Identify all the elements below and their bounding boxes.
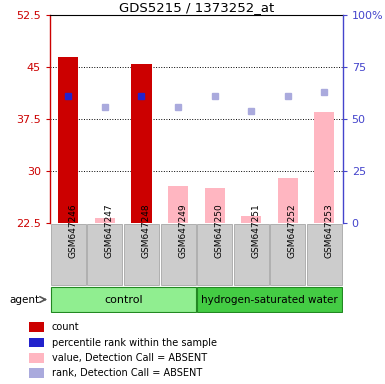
Bar xyxy=(314,112,335,223)
Bar xyxy=(241,216,261,223)
Text: GSM647248: GSM647248 xyxy=(142,203,151,258)
Text: value, Detection Call = ABSENT: value, Detection Call = ABSENT xyxy=(52,353,207,363)
Bar xyxy=(204,188,225,223)
FancyBboxPatch shape xyxy=(51,224,86,285)
Text: GSM647252: GSM647252 xyxy=(288,203,297,258)
Text: GSM647251: GSM647251 xyxy=(251,203,260,258)
Text: GSM647249: GSM647249 xyxy=(178,203,187,258)
Text: count: count xyxy=(52,322,80,332)
Bar xyxy=(29,353,44,362)
FancyBboxPatch shape xyxy=(307,224,342,285)
FancyBboxPatch shape xyxy=(197,224,232,285)
FancyBboxPatch shape xyxy=(270,224,305,285)
FancyBboxPatch shape xyxy=(197,287,342,312)
Text: control: control xyxy=(104,295,142,305)
Text: GSM647250: GSM647250 xyxy=(215,203,224,258)
Bar xyxy=(29,338,44,348)
Text: rank, Detection Call = ABSENT: rank, Detection Call = ABSENT xyxy=(52,368,202,378)
Text: hydrogen-saturated water: hydrogen-saturated water xyxy=(201,295,338,305)
Text: GSM647253: GSM647253 xyxy=(324,203,333,258)
Text: percentile rank within the sample: percentile rank within the sample xyxy=(52,338,217,348)
Text: GSM647247: GSM647247 xyxy=(105,203,114,258)
FancyBboxPatch shape xyxy=(234,224,269,285)
FancyBboxPatch shape xyxy=(87,224,122,285)
Bar xyxy=(58,57,79,223)
FancyBboxPatch shape xyxy=(51,287,196,312)
Bar xyxy=(131,64,152,223)
Title: GDS5215 / 1373252_at: GDS5215 / 1373252_at xyxy=(119,1,274,14)
Bar xyxy=(278,178,298,223)
FancyBboxPatch shape xyxy=(161,224,196,285)
Bar xyxy=(29,368,44,378)
Text: agent: agent xyxy=(10,295,40,305)
Text: GSM647246: GSM647246 xyxy=(69,203,77,258)
FancyBboxPatch shape xyxy=(124,224,159,285)
Bar xyxy=(29,323,44,332)
Bar xyxy=(95,218,115,223)
Bar xyxy=(168,186,188,223)
